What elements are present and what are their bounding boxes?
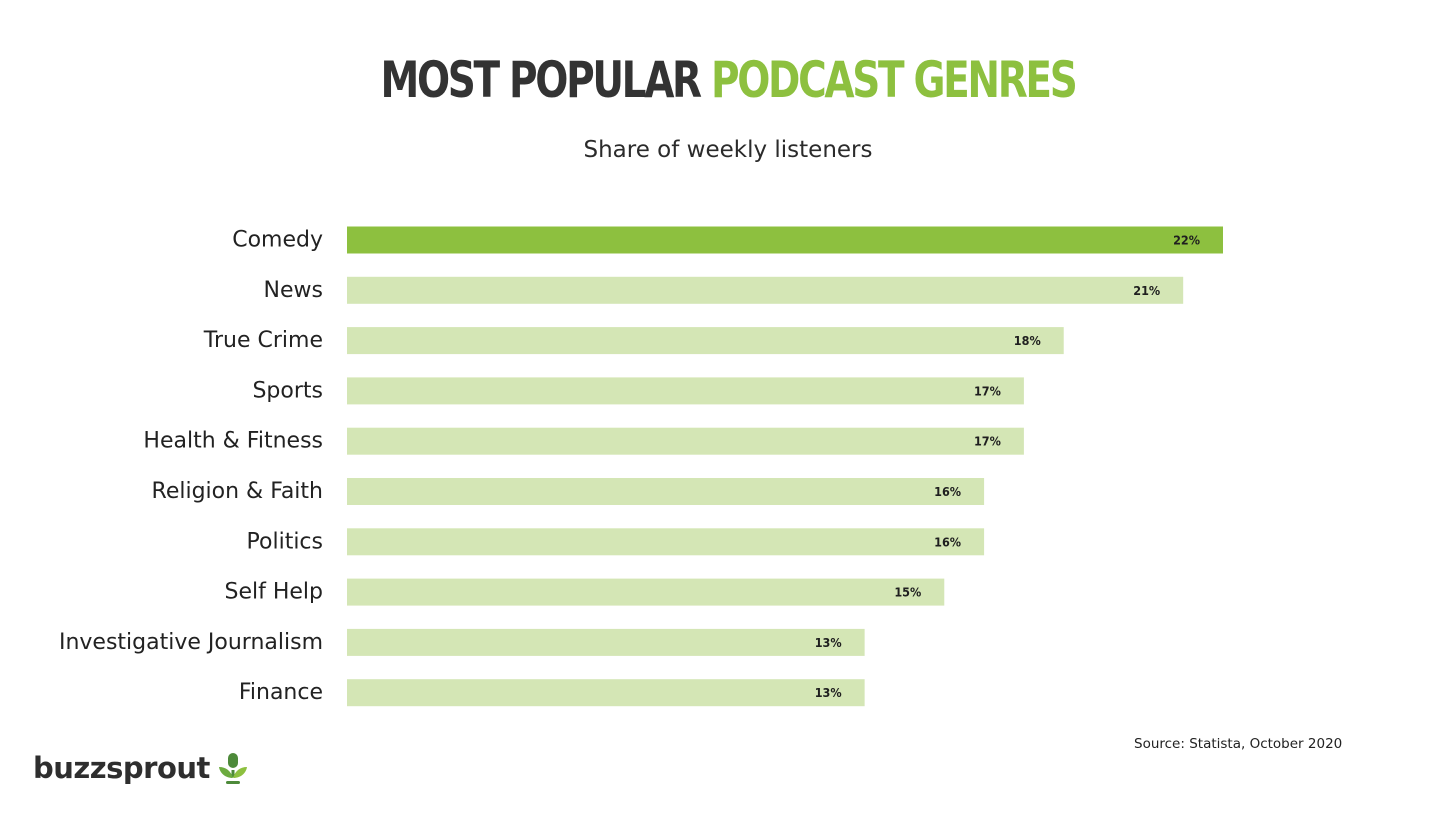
category-label: Health & Fitness [143,429,323,454]
category-label: Comedy [232,228,323,253]
bar-true-crime [347,327,1064,355]
category-label: Finance [239,680,323,705]
category-label: Sports [252,378,323,403]
bar-finance [347,679,865,707]
bar-news [347,276,1184,304]
category-label: True Crime [203,328,323,353]
value-label: 16% [934,534,961,549]
bar-sports [347,377,1024,405]
value-label: 13% [815,685,842,700]
sprout-microphone-icon [218,753,247,784]
chart-subtitle: Share of weekly listeners [583,137,873,163]
category-label: Self Help [224,580,323,605]
buzzsprout-logo: buzzsprout [33,746,249,790]
bar-comedy [347,226,1223,254]
category-label: News [264,278,323,303]
bar-religion-faith [347,478,985,505]
logo-wordmark: buzzsprout [33,751,210,785]
value-label: 17% [974,383,1001,398]
value-label: 22% [1173,233,1200,248]
bar-self-help [347,578,945,606]
bar-investigative-journalism [347,628,865,656]
chart-title-part1: MOST POPULAR [380,51,703,109]
bar-politics [347,528,985,556]
category-label: Investigative Journalism [59,630,323,655]
chart-title-part2: PODCAST GENRES [710,51,1078,109]
source-note: Source: Statista, October 2020 [1134,736,1343,752]
value-label: 18% [1014,333,1041,348]
value-label: 13% [815,635,842,650]
bar-health-fitness [347,427,1024,455]
chart-title: MOST POPULAR PODCAST GENRES [160,44,1296,116]
category-label: Politics [247,529,323,554]
value-label: 21% [1133,283,1160,298]
value-label: 17% [974,434,1001,449]
category-label: Religion & Faith [152,479,323,504]
value-label: 16% [934,484,961,499]
value-label: 15% [894,585,921,600]
